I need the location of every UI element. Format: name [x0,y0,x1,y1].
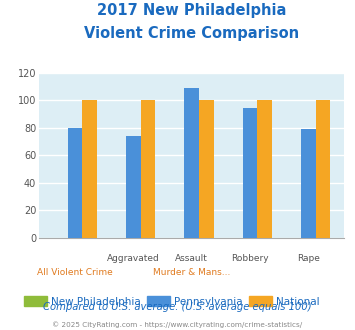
Text: © 2025 CityRating.com - https://www.cityrating.com/crime-statistics/: © 2025 CityRating.com - https://www.city… [53,322,302,328]
Text: All Violent Crime: All Violent Crime [37,268,113,277]
Bar [316,100,331,238]
Text: Murder & Mans...: Murder & Mans... [153,268,230,277]
Text: Assault: Assault [175,254,208,263]
Text: Compared to U.S. average. (U.S. average equals 100): Compared to U.S. average. (U.S. average … [43,302,312,312]
Bar [126,136,141,238]
Bar [184,88,199,238]
Text: Aggravated: Aggravated [107,254,160,263]
Bar [82,100,97,238]
Bar [141,100,155,238]
Text: Violent Crime Comparison: Violent Crime Comparison [84,26,299,41]
Bar [243,108,257,238]
Legend: New Philadelphia, Pennsylvania, National: New Philadelphia, Pennsylvania, National [20,292,324,311]
Text: Robbery: Robbery [231,254,269,263]
Text: 2017 New Philadelphia: 2017 New Philadelphia [97,3,286,18]
Bar [199,100,214,238]
Bar [257,100,272,238]
Text: Rape: Rape [297,254,320,263]
Bar [67,128,82,238]
Bar [301,129,316,238]
